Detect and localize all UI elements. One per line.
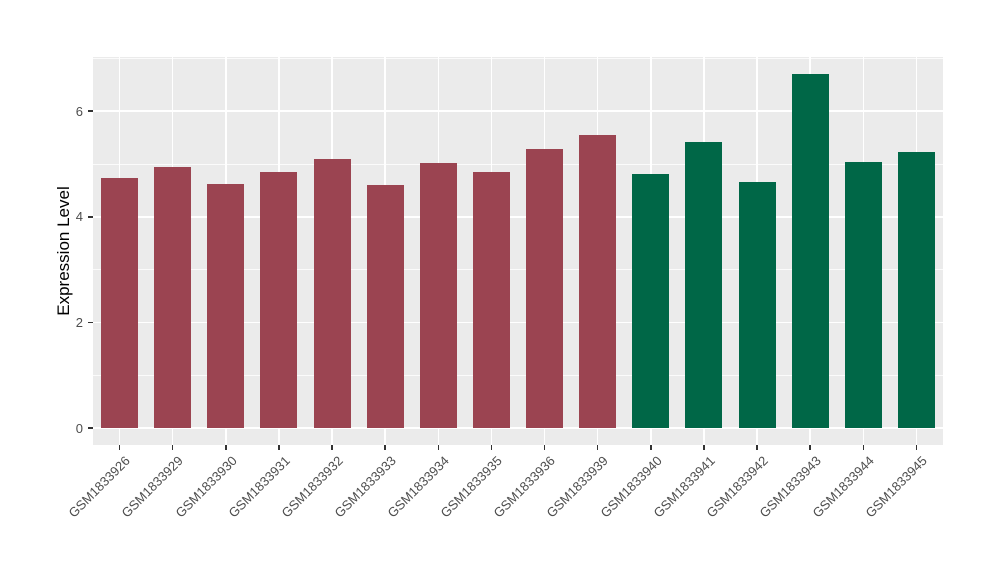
bar-GSM1833942 bbox=[738, 181, 776, 428]
bar-GSM1833945 bbox=[897, 152, 935, 428]
bar-GSM1833940 bbox=[632, 174, 670, 428]
gridline-major-y2 bbox=[93, 321, 943, 324]
bar-GSM1833926 bbox=[101, 178, 139, 428]
gridline-major-y0 bbox=[93, 427, 943, 429]
bar-GSM1833943 bbox=[791, 74, 829, 428]
bar-GSM1833935 bbox=[472, 171, 510, 428]
y-tickmark-6 bbox=[88, 110, 93, 112]
y-tick-label-4: 4 bbox=[75, 209, 83, 225]
bar-GSM1833932 bbox=[313, 159, 351, 428]
x-tickmark-GSM1833933 bbox=[384, 445, 386, 450]
gridline-major-y6 bbox=[93, 110, 943, 112]
bar-GSM1833941 bbox=[685, 141, 723, 428]
bar-GSM1833931 bbox=[260, 171, 298, 428]
bar-GSM1833944 bbox=[844, 161, 882, 428]
y-tickmark-0 bbox=[88, 427, 93, 429]
x-tickmark-GSM1833945 bbox=[915, 445, 918, 450]
y-tick-label-0: 0 bbox=[75, 420, 83, 436]
bar-GSM1833929 bbox=[154, 167, 192, 428]
x-tickmark-GSM1833943 bbox=[809, 445, 811, 450]
bar-GSM1833934 bbox=[419, 162, 457, 428]
bar-GSM1833936 bbox=[526, 149, 564, 428]
gridline-minor-y3 bbox=[93, 269, 943, 271]
y-tick-label-2: 2 bbox=[75, 314, 83, 330]
x-tickmark-GSM1833941 bbox=[703, 445, 705, 450]
x-tickmark-GSM1833939 bbox=[596, 445, 599, 450]
y-tickmark-2 bbox=[88, 321, 93, 324]
x-tickmark-GSM1833932 bbox=[331, 445, 333, 450]
x-tickmark-GSM1833930 bbox=[225, 445, 227, 450]
gridline-major-y4 bbox=[93, 216, 943, 218]
x-tickmark-GSM1833944 bbox=[862, 445, 865, 450]
x-tickmark-GSM1833940 bbox=[650, 445, 652, 450]
x-tickmark-GSM1833934 bbox=[437, 445, 440, 450]
x-tickmark-GSM1833936 bbox=[543, 445, 546, 450]
bar-GSM1833930 bbox=[207, 183, 245, 428]
x-tickmark-GSM1833926 bbox=[118, 445, 121, 450]
x-tickmark-GSM1833942 bbox=[756, 445, 758, 450]
bar-GSM1833933 bbox=[366, 184, 404, 428]
gridline-minor-y5 bbox=[93, 163, 943, 165]
y-tickmark-4 bbox=[88, 216, 93, 218]
y-axis-title: Expression Level bbox=[54, 186, 73, 316]
bar-GSM1833939 bbox=[579, 135, 617, 428]
x-tickmark-GSM1833931 bbox=[278, 445, 280, 450]
x-tickmark-GSM1833935 bbox=[490, 445, 493, 450]
y-tick-label-6: 6 bbox=[75, 103, 83, 119]
x-tickmark-GSM1833929 bbox=[171, 445, 174, 450]
gridline-minor-y7 bbox=[93, 58, 943, 59]
gridline-minor-y1 bbox=[93, 374, 943, 376]
